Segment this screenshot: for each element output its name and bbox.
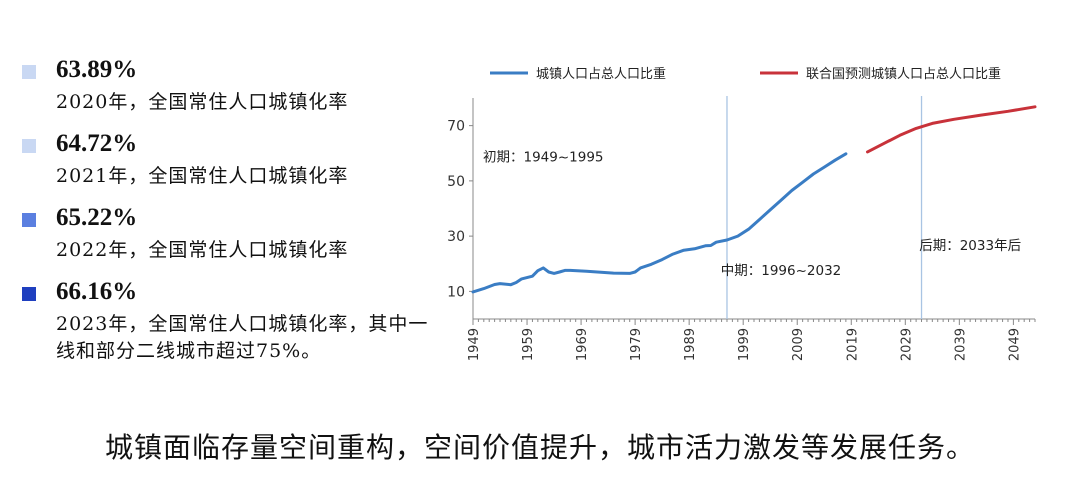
x-tick-label: 2009 <box>791 328 806 361</box>
x-tick-label: 2029 <box>899 328 914 361</box>
x-tick-label: 2019 <box>845 328 860 361</box>
y-tick-label: 10 <box>447 284 465 300</box>
legend-label: 联合国预测城镇人口占总人口比重 <box>806 66 1001 82</box>
x-tick-label: 1979 <box>629 328 644 361</box>
stat-description: 2020年，全国常住人口城镇化率 <box>56 91 349 113</box>
x-tick-label: 2039 <box>953 328 968 361</box>
stat-value: 65.22% <box>56 204 138 231</box>
period-label: 中期：1996~2032 <box>721 263 842 279</box>
legend-label: 城镇人口占总人口比重 <box>536 66 666 82</box>
stat-value: 64.72% <box>56 130 138 157</box>
stat-marker <box>22 65 36 79</box>
x-tick-label: 1989 <box>683 328 698 361</box>
stat-value: 66.16% <box>56 278 138 305</box>
x-tick-label: 1999 <box>737 328 752 361</box>
urbanization-chart: 城镇人口占总人口比重 联合国预测城镇人口占总人口比重 10 30 50 70 1949 195… <box>447 66 1037 361</box>
series-line-forecast <box>866 105 1037 154</box>
stat-marker <box>22 139 36 153</box>
stat-description: 2022年，全国常住人口城镇化率 <box>56 239 349 261</box>
x-tick-label: 1969 <box>575 328 590 361</box>
y-tick-label: 30 <box>447 229 465 245</box>
x-tick-label: 1949 <box>467 328 482 361</box>
period-label: 后期：2033年后 <box>919 238 1021 254</box>
y-tick-label: 50 <box>447 174 465 190</box>
x-tick-label: 2049 <box>1007 328 1022 361</box>
stat-description: 2021年，全国常住人口城镇化率 <box>56 165 349 187</box>
x-tick-label: 1959 <box>521 328 536 361</box>
stat-marker <box>22 287 36 301</box>
caption: 城镇面临存量空间重构，空间价值提升，城市活力激发等发展任务。 <box>104 431 975 464</box>
stat-marker <box>22 213 36 227</box>
stat-description: 2023年，全国常住人口城镇化率，其中一线和部分二线城市超过75%。 <box>56 313 429 362</box>
period-label: 初期：1949~1995 <box>483 149 604 166</box>
stat-value: 63.89% <box>56 56 138 83</box>
series-line-actual <box>471 152 848 294</box>
y-tick-label: 70 <box>447 119 465 135</box>
